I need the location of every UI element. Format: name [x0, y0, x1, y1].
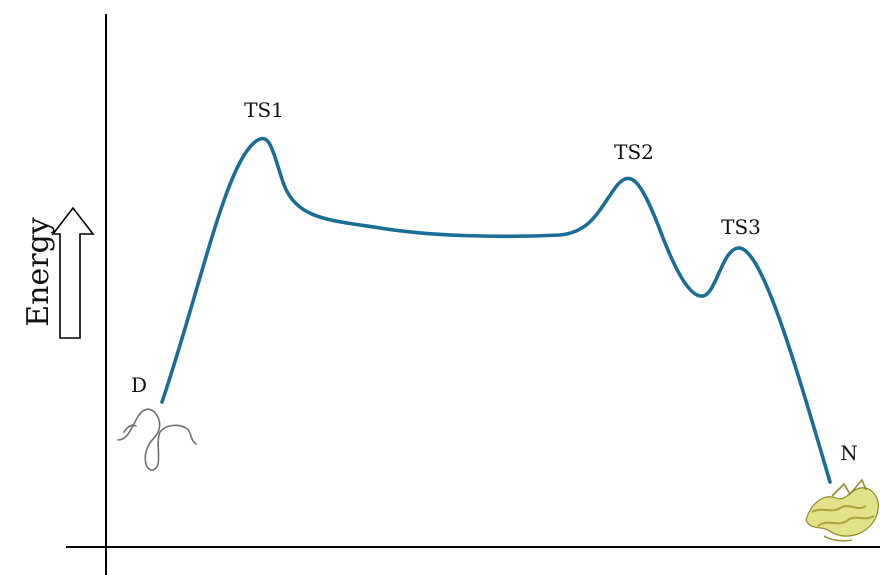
energy-curve — [160, 136, 832, 484]
up-arrow-icon — [51, 206, 95, 339]
unfolded-chain-icon — [117, 408, 197, 471]
label-d: D — [131, 373, 147, 397]
label-ts1: TS1 — [244, 98, 284, 122]
label-ts2: TS2 — [614, 140, 654, 164]
label-n: N — [840, 441, 858, 465]
folded-protein-icon — [805, 478, 879, 542]
y-axis-label: Energy — [21, 217, 56, 327]
label-ts3: TS3 — [721, 215, 761, 239]
